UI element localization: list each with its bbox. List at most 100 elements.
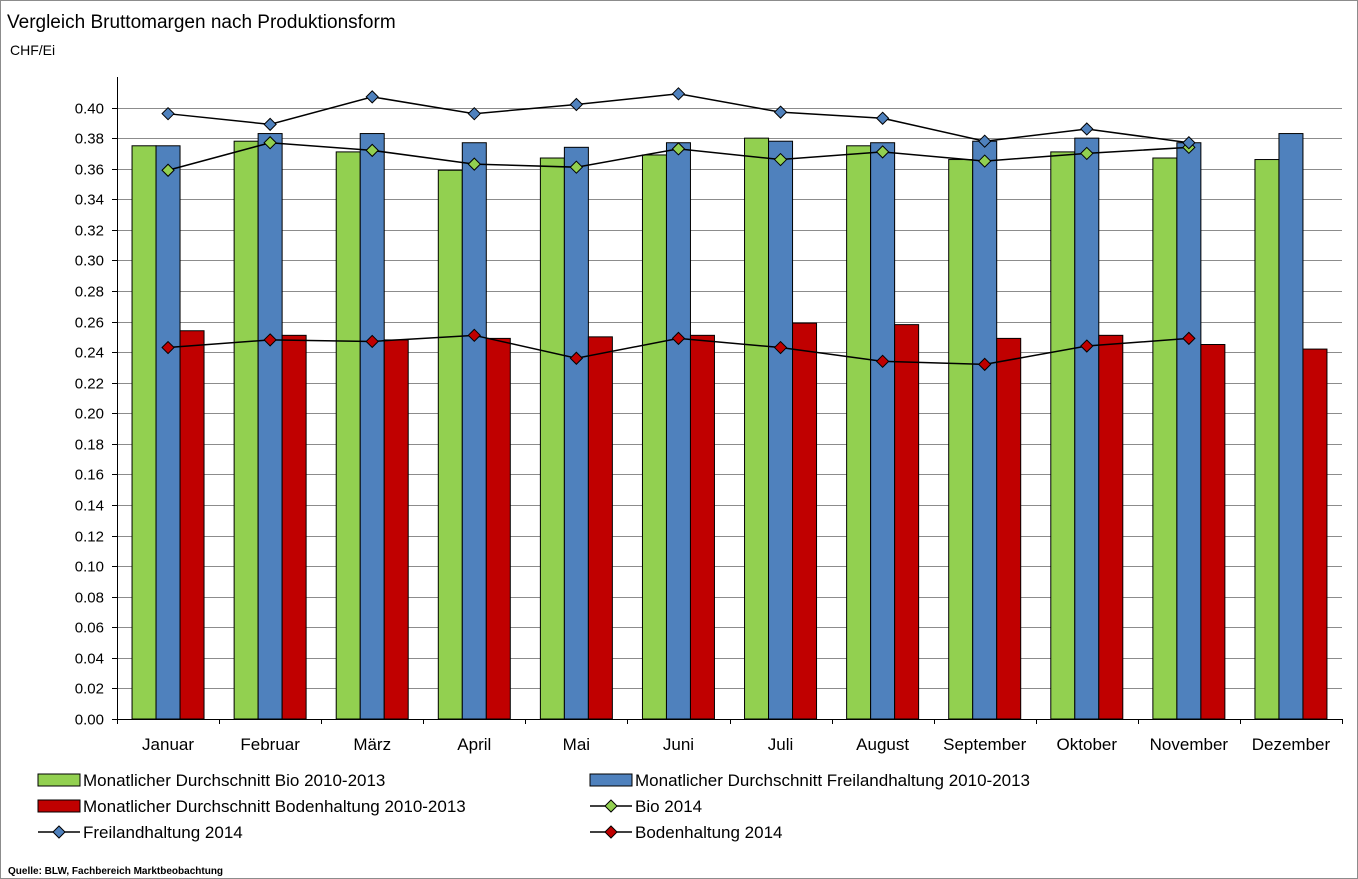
point	[161, 340, 175, 355]
x-tick-label: Mai	[563, 735, 590, 754]
x-tick-label: April	[457, 735, 491, 754]
y-tick-label: 0.28	[75, 284, 104, 301]
bar	[948, 159, 974, 720]
point	[365, 90, 379, 104]
point	[875, 354, 890, 369]
legend-marker	[604, 825, 618, 839]
bar	[563, 146, 589, 720]
point	[263, 117, 277, 132]
y-tick-label: 0.02	[75, 681, 104, 698]
bar	[587, 336, 613, 720]
bar	[461, 142, 487, 720]
legend-swatch	[37, 773, 81, 787]
y-tick-label: 0.12	[75, 529, 104, 546]
legend-swatch	[37, 799, 81, 813]
point	[569, 351, 584, 365]
bar	[744, 137, 770, 720]
bars	[131, 133, 1328, 720]
y-tick-label: 0.16	[75, 467, 104, 484]
bar	[1050, 151, 1076, 720]
point	[978, 134, 992, 148]
y-tick-label: 0.30	[75, 253, 104, 270]
point	[1080, 122, 1094, 136]
point	[1080, 146, 1094, 161]
source-note: Quelle: BLW, Fachbereich Marktbeobachtun…	[8, 866, 223, 877]
point	[569, 160, 584, 174]
bar	[155, 145, 181, 720]
x-tick-label: November	[1150, 735, 1229, 754]
lines	[161, 87, 1196, 372]
bar	[665, 142, 691, 720]
point	[671, 142, 686, 156]
bar	[1302, 348, 1328, 720]
bar	[1254, 159, 1280, 720]
point	[1080, 339, 1094, 353]
x-tick-label: Februar	[240, 735, 300, 754]
point	[365, 334, 379, 349]
point	[161, 163, 175, 177]
grid	[117, 108, 1342, 689]
bar	[1200, 344, 1226, 720]
point	[875, 111, 890, 125]
y-tick-label: 0.22	[75, 376, 104, 393]
x-tick-label: Juni	[663, 735, 694, 754]
bar	[131, 145, 157, 720]
bar	[1278, 133, 1304, 720]
point	[467, 328, 481, 343]
point	[978, 357, 992, 372]
bar	[1152, 157, 1178, 720]
legend-swatch	[589, 773, 633, 787]
legend: Monatlicher Durchschnitt Bio 2010-2013 Mo…	[37, 771, 1030, 842]
bar	[257, 133, 283, 720]
bar	[1098, 334, 1124, 720]
bar	[359, 133, 385, 720]
bar	[179, 330, 205, 720]
x-tick-label: Juli	[768, 735, 794, 754]
point	[978, 154, 992, 168]
x-tick-label: Januar	[142, 735, 194, 754]
legend-marker	[52, 825, 66, 839]
point	[1182, 331, 1196, 346]
bar	[894, 324, 920, 720]
point	[365, 143, 379, 158]
y-tick-label: 0.34	[75, 192, 104, 209]
bar	[539, 157, 565, 720]
bar	[437, 169, 463, 720]
x-tick-label: Dezember	[1252, 735, 1331, 754]
y-tick-label: 0.20	[75, 406, 104, 423]
point	[773, 152, 788, 167]
point	[467, 157, 481, 171]
y-tick-label: 0.08	[75, 590, 104, 607]
chart-title: Vergleich Bruttomargen nach Produktionsf…	[7, 12, 396, 33]
bar	[1176, 142, 1202, 720]
y-tick-label: 0.18	[75, 437, 104, 454]
y-tick-label: 0.32	[75, 223, 104, 240]
legend-label: Monatlicher Durchschnitt Freilandhaltung…	[635, 771, 1030, 790]
bar	[1074, 137, 1100, 720]
bar	[335, 151, 361, 720]
point	[263, 333, 277, 347]
bar	[996, 337, 1022, 720]
point	[263, 136, 277, 150]
y-tick-label: 0.38	[75, 131, 104, 148]
bar	[233, 140, 259, 720]
y-tick-label: 0.10	[75, 559, 104, 576]
legend-label: Bio 2014	[635, 797, 702, 816]
bar	[792, 322, 818, 720]
x-tick-label: August	[856, 735, 909, 754]
legend-label: Monatlicher Durchschnitt Bodenhaltung 20…	[83, 797, 466, 816]
series-line	[167, 93, 1189, 144]
bar	[768, 140, 794, 720]
bar	[870, 142, 896, 720]
point	[1182, 136, 1196, 150]
point	[773, 340, 788, 355]
y-axis-label: CHF/Ei	[10, 42, 55, 58]
y-tick-label: 0.04	[75, 651, 104, 668]
legend-label: Bodenhaltung 2014	[635, 823, 782, 842]
y-tick-label: 0.06	[75, 620, 104, 637]
bar	[846, 145, 872, 720]
x-tick-label: Oktober	[1057, 735, 1118, 754]
bar	[972, 140, 998, 720]
bar	[281, 334, 307, 720]
